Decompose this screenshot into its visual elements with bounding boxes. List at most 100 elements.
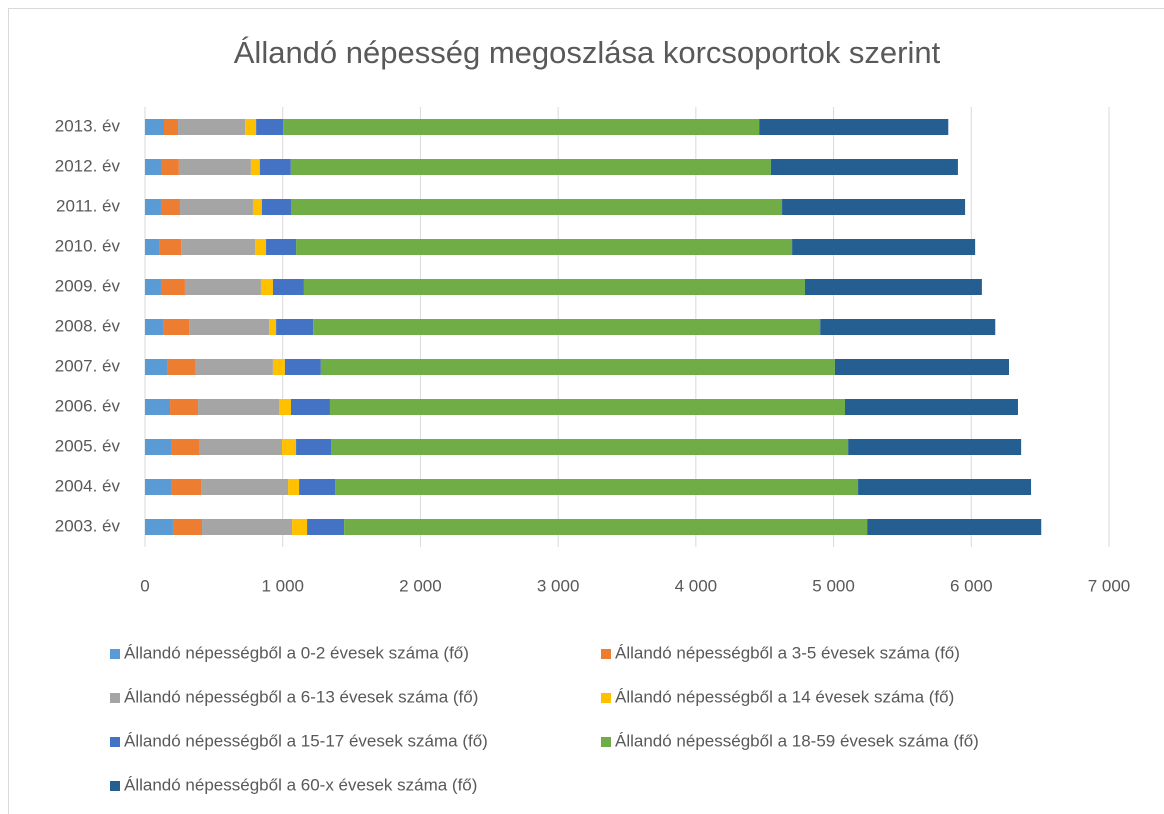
bar-segment: [282, 439, 297, 455]
bar-segment: [820, 319, 996, 335]
bar-segment: [296, 239, 793, 255]
bar-segment: [288, 479, 300, 495]
y-tick-label: 2010. év: [55, 236, 121, 255]
bar-segment: [792, 239, 976, 255]
y-tick-label: 2004. év: [55, 476, 121, 495]
bar-segment: [284, 359, 321, 375]
bar-segment: [290, 199, 783, 215]
bar-segment: [198, 439, 283, 455]
bar-segment: [145, 399, 171, 415]
bar-segment: [272, 279, 304, 295]
bar-segment: [276, 319, 314, 335]
bar-segment: [159, 239, 182, 255]
legend-label: Állandó népességből a 60-x évesek száma …: [124, 775, 477, 794]
bar-segment: [163, 319, 190, 335]
bar-segment: [269, 319, 277, 335]
bar-segment: [145, 119, 165, 135]
bar-segment: [782, 199, 966, 215]
chart-title: Állandó népesség megoszlása korcsoportok…: [234, 35, 941, 70]
legend-swatch: [601, 693, 611, 703]
bar-segment: [202, 519, 293, 535]
bar-segment: [292, 519, 308, 535]
bar-segment: [256, 119, 284, 135]
bar-segment: [335, 479, 859, 495]
y-tick-label: 2009. év: [55, 276, 121, 295]
bar-segment: [303, 279, 805, 295]
x-tick-label: 0: [140, 576, 149, 595]
bar-segment: [290, 159, 771, 175]
legend-label: Állandó népességből a 0-2 évesek száma (…: [124, 643, 469, 662]
x-tick-label: 6 000: [950, 576, 993, 595]
bar-segment: [296, 439, 332, 455]
legend-swatch: [110, 737, 120, 747]
y-tick-label: 2013. év: [55, 116, 121, 135]
legend-label: Állandó népességből a 6-13 évesek száma …: [124, 687, 478, 706]
bar-segment: [145, 359, 168, 375]
bar-segment: [145, 159, 162, 175]
legend-label: Állandó népességből a 18-59 évesek száma…: [615, 731, 979, 750]
bar-segment: [145, 279, 161, 295]
bar-segment: [260, 279, 273, 295]
bar-segment: [160, 279, 185, 295]
bar-segment: [145, 199, 161, 215]
bar-segment: [145, 519, 173, 535]
legend-label: Állandó népességből a 15-17 évesek száma…: [124, 731, 488, 750]
bar-segment: [198, 399, 279, 415]
legend-label: Állandó népességből a 14 évesek száma (f…: [615, 687, 954, 706]
bar-segment: [171, 439, 199, 455]
bar-segment: [161, 159, 179, 175]
bar-segment: [145, 239, 160, 255]
bar-segment: [344, 519, 868, 535]
bar-segment: [834, 359, 1010, 375]
bar-segment: [770, 159, 958, 175]
bar-segment: [145, 439, 172, 455]
x-tick-label: 1 000: [261, 576, 304, 595]
y-tick-label: 2012. év: [55, 156, 121, 175]
legend-label: Állandó népességből a 3-5 évesek száma (…: [615, 643, 960, 662]
y-tick-label: 2005. év: [55, 436, 121, 455]
bar-segment: [167, 359, 195, 375]
bar-segment: [278, 399, 291, 415]
bar-segment: [201, 479, 289, 495]
bar-segment: [194, 359, 273, 375]
bar-segment: [178, 159, 251, 175]
bar-segment: [189, 319, 270, 335]
bar-segment: [145, 319, 164, 335]
x-tick-label: 4 000: [675, 576, 718, 595]
y-tick-label: 2011. év: [56, 196, 120, 215]
bar-segment: [252, 199, 262, 215]
legend-swatch: [110, 781, 120, 791]
bar-segment: [331, 439, 849, 455]
legend-swatch: [110, 649, 120, 659]
bar-segment: [160, 199, 180, 215]
bar-segment: [320, 359, 835, 375]
bar-segment: [804, 279, 982, 295]
bar-segment: [255, 239, 267, 255]
bar-segment: [867, 519, 1042, 535]
bar-segment: [259, 159, 291, 175]
bar-segment: [170, 399, 199, 415]
bar-segment: [184, 279, 261, 295]
x-tick-label: 7 000: [1088, 576, 1131, 595]
bar-segment: [759, 119, 949, 135]
bar-segment: [164, 119, 179, 135]
y-tick-label: 2003. év: [55, 516, 121, 535]
bar-segment: [171, 479, 202, 495]
legend-swatch: [110, 693, 120, 703]
bar-segment: [245, 119, 257, 135]
bar-segment: [845, 399, 1018, 415]
bar-segment: [178, 119, 246, 135]
x-tick-label: 3 000: [537, 576, 580, 595]
legend-swatch: [601, 737, 611, 747]
legend-swatch: [601, 649, 611, 659]
bar-segment: [266, 239, 297, 255]
y-tick-label: 2008. év: [55, 316, 121, 335]
bar-segment: [172, 519, 203, 535]
y-tick-label: 2007. év: [55, 356, 121, 375]
bar-segment: [329, 399, 846, 415]
bar-segment: [313, 319, 821, 335]
y-tick-label: 2006. év: [55, 396, 121, 415]
bar-segment: [848, 439, 1022, 455]
bar-segment: [261, 199, 291, 215]
